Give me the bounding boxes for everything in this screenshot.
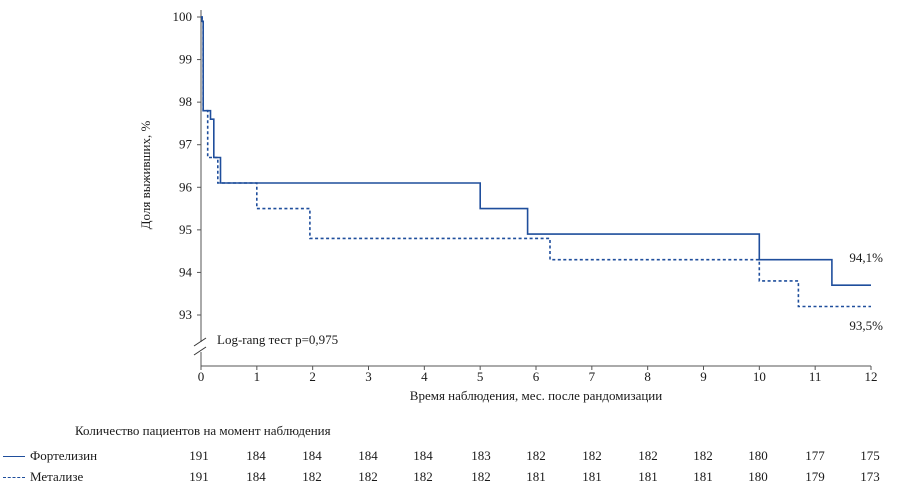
y-axis-label: Доля выживших, % [138,121,153,230]
x-tick-label: 4 [421,369,428,384]
risk-cell: 184 [246,469,266,484]
x-axis-label: Время наблюдения, мес. после рандомизаци… [410,388,662,403]
risk-cell: 175 [860,448,880,463]
risk-cell: 181 [526,469,546,484]
risk-cell: 182 [638,448,658,463]
risk-cell: 184 [413,448,433,463]
risk-cell: 183 [471,448,491,463]
y-tick-label: 98 [179,94,192,109]
risk-cell: 182 [471,469,491,484]
risk-row-name: Фортелизин [30,448,98,463]
x-tick-label: 1 [254,369,261,384]
risk-row-name: Метализе [30,469,84,484]
risk-cell: 182 [302,469,322,484]
x-tick-label: 8 [644,369,651,384]
y-tick-label: 99 [179,52,192,67]
risk-cell: 177 [805,448,825,463]
x-tick-label: 6 [533,369,540,384]
risk-cell: 181 [582,469,602,484]
risk-cell: 184 [302,448,322,463]
risk-cell: 180 [748,448,768,463]
x-tick-label: 7 [589,369,596,384]
risk-cell: 191 [189,448,209,463]
risk-cell: 182 [693,448,713,463]
logrank-annotation: Log-rang тест p=0,975 [217,332,338,347]
series-line-fortelizin [201,16,871,286]
y-tick-label: 96 [179,179,193,194]
y-tick-label: 97 [179,137,193,152]
x-tick-label: 10 [753,369,766,384]
x-tick-label: 5 [477,369,484,384]
risk-row: Фортелизин 191 184 184 184 184 183 182 182 182 182… [0,448,900,464]
risk-cell: 184 [358,448,378,463]
legend-swatch-metalize [3,477,25,478]
x-tick-label: 12 [865,369,878,384]
x-tick-label: 3 [365,369,372,384]
risk-cell: 182 [358,469,378,484]
risk-row: Метализе 191 184 182 182 182 182 181 181 181 181 18… [0,469,900,485]
y-tick-label: 93 [179,307,192,322]
risk-cell: 182 [526,448,546,463]
risk-cell: 191 [189,469,209,484]
x-tick-label: 0 [198,369,205,384]
risk-cell: 180 [748,469,768,484]
risk-cell: 182 [582,448,602,463]
chart-labels: Доля выживших, % Время наблюдения, мес. … [138,121,883,403]
y-tick-label: 94 [179,264,193,279]
x-tick-label: 2 [309,369,316,384]
risk-cell: 181 [693,469,713,484]
x-tick-label: 9 [700,369,707,384]
axis-break-mark [193,337,207,347]
x-tick-label: 11 [809,369,822,384]
end-label-metalize: 93,5% [849,318,883,333]
risk-cell: 182 [413,469,433,484]
y-tick-label: 100 [173,9,193,24]
legend-swatch-fortelizin [3,456,25,457]
y-tick-label: 95 [179,222,192,237]
risk-cell: 184 [246,448,266,463]
risk-cell: 179 [805,469,825,484]
risk-table-title: Количество пациентов на момент наблюдени… [75,423,331,438]
axis-break-mark [193,346,207,356]
risk-cell: 181 [638,469,658,484]
series-lines [201,16,871,308]
risk-cell: 173 [860,469,880,484]
end-label-fortelizin: 94,1% [849,250,883,265]
series-line-metalize [201,16,871,308]
